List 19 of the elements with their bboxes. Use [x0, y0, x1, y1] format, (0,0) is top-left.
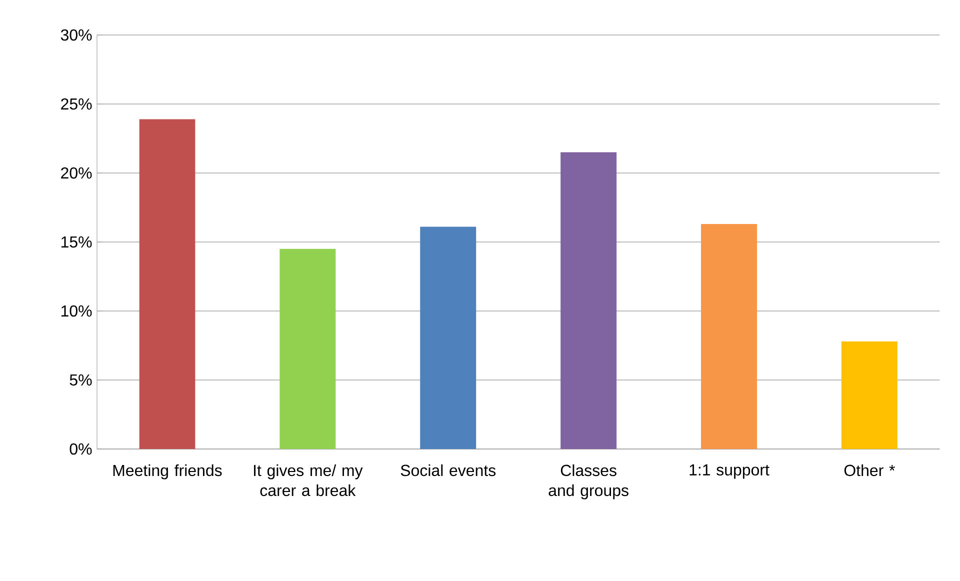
bar [701, 224, 757, 449]
y-tick-label: 30% [60, 29, 92, 41]
bar [139, 119, 196, 449]
bar [841, 341, 898, 449]
y-tick-label: 0% [70, 443, 92, 455]
x-tick-label: Meeting friends [113, 464, 222, 480]
bar [280, 248, 336, 449]
x-tick-label: Other * [844, 464, 895, 476]
y-tick-label: 10% [61, 305, 92, 317]
x-tick-label: Classes and groups [548, 464, 628, 500]
y-tick-label: 5% [70, 374, 92, 386]
x-tick-label: 1:1 support [690, 464, 770, 479]
x-tick-label: Social events [400, 464, 496, 476]
y-tick-label: 25% [61, 98, 92, 110]
bar [420, 226, 476, 449]
x-tick-label: It gives me/ my carer a break [254, 464, 363, 496]
y-tick-label: 20% [61, 167, 92, 179]
bar [560, 152, 617, 449]
y-tick-label: 15% [61, 236, 92, 248]
